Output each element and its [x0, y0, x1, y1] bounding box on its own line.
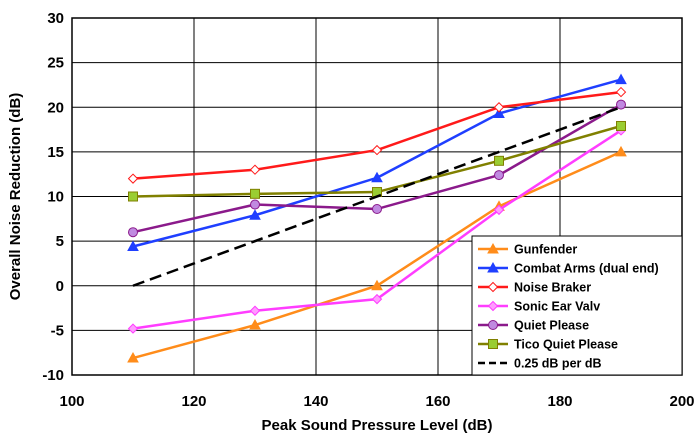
data-point: [616, 99, 626, 110]
legend-swatch-marker: [488, 339, 498, 349]
legend-label: Combat Arms (dual end): [514, 262, 659, 276]
x-tick-label: 160: [425, 393, 450, 410]
data-point: [371, 279, 383, 291]
data-point: [128, 191, 138, 202]
y-axis-ticks: -10 -5 0 5 10 15 20 25 30: [42, 10, 64, 384]
series-noise-braker: [127, 86, 627, 184]
data-point: [250, 199, 260, 210]
data-point: [493, 102, 505, 113]
data-point: [128, 227, 138, 238]
data-point: [494, 170, 504, 181]
legend-swatch-marker: [488, 320, 498, 330]
legend-label: Sonic Ear Valv: [514, 300, 600, 314]
data-point: [493, 107, 505, 118]
data-point: [249, 305, 261, 316]
data-point: [371, 293, 383, 305]
x-axis-ticks: 100 120 140 160 180 200: [59, 393, 694, 410]
data-point: [615, 73, 627, 85]
y-tick-label: 15: [47, 144, 64, 161]
series-layer: [127, 73, 627, 363]
data-point: [127, 352, 139, 363]
data-point: [371, 171, 383, 183]
y-tick-label: -5: [51, 322, 64, 339]
x-axis-title: Peak Sound Pressure Level (dB): [262, 417, 493, 434]
x-tick-label: 200: [669, 393, 694, 410]
data-point: [371, 144, 383, 156]
legend-item: Noise Braker: [478, 281, 591, 295]
data-point: [250, 188, 260, 199]
y-tick-label: -10: [42, 367, 64, 384]
y-tick-label: 25: [47, 55, 64, 72]
series-0-25-db-per-db: [132, 106, 622, 287]
series-line: [132, 106, 622, 287]
data-point: [127, 323, 139, 334]
series-sonic-ear-valv: [127, 125, 627, 334]
legend-item: 0.25 dB per dB: [478, 357, 602, 371]
legend-label: Gunfender: [514, 243, 577, 257]
x-tick-label: 120: [181, 393, 206, 410]
data-point: [127, 240, 139, 251]
data-point: [616, 120, 626, 131]
legend-item: Gunfender: [478, 243, 577, 257]
legend-item: Combat Arms (dual end): [478, 262, 659, 276]
y-tick-label: 10: [47, 189, 64, 206]
series-quiet-please: [128, 99, 626, 238]
y-tick-label: 20: [47, 99, 64, 116]
x-tick-label: 180: [547, 393, 572, 410]
legend-label: Noise Braker: [514, 281, 591, 295]
y-tick-label: 30: [47, 10, 64, 27]
data-point: [615, 145, 627, 157]
data-point: [249, 164, 261, 175]
plot-area-frame: [71, 17, 683, 376]
legend-swatch-marker: [487, 242, 499, 254]
legend-label: Tico Quiet Please: [514, 338, 618, 352]
data-point: [249, 209, 261, 220]
legend-item: Sonic Ear Valv: [478, 300, 600, 314]
data-point: [372, 203, 382, 214]
data-point: [615, 86, 627, 98]
legend-label: Quiet Please: [514, 319, 589, 333]
data-point: [493, 204, 505, 216]
data-point: [494, 155, 504, 166]
x-tick-label: 100: [59, 393, 84, 410]
legend-item: Tico Quiet Please: [478, 338, 618, 352]
legend-swatch-marker: [487, 281, 499, 293]
legend-label: 0.25 dB per dB: [514, 357, 602, 371]
legend-swatch-marker: [487, 300, 499, 312]
y-axis-title: Overall Noise Reduction (dB): [7, 93, 24, 301]
legend-item: Quiet Please: [478, 319, 589, 333]
y-tick-label: 5: [56, 233, 64, 250]
y-tick-label: 0: [56, 278, 64, 295]
data-point: [127, 173, 139, 184]
legend: Gunfender Combat Arms (dual end) Noise Bra…: [471, 235, 683, 376]
data-point: [249, 318, 261, 330]
legend-swatch-marker: [487, 261, 499, 273]
series-tico-quiet-please: [128, 120, 626, 202]
x-tick-label: 140: [303, 393, 328, 410]
